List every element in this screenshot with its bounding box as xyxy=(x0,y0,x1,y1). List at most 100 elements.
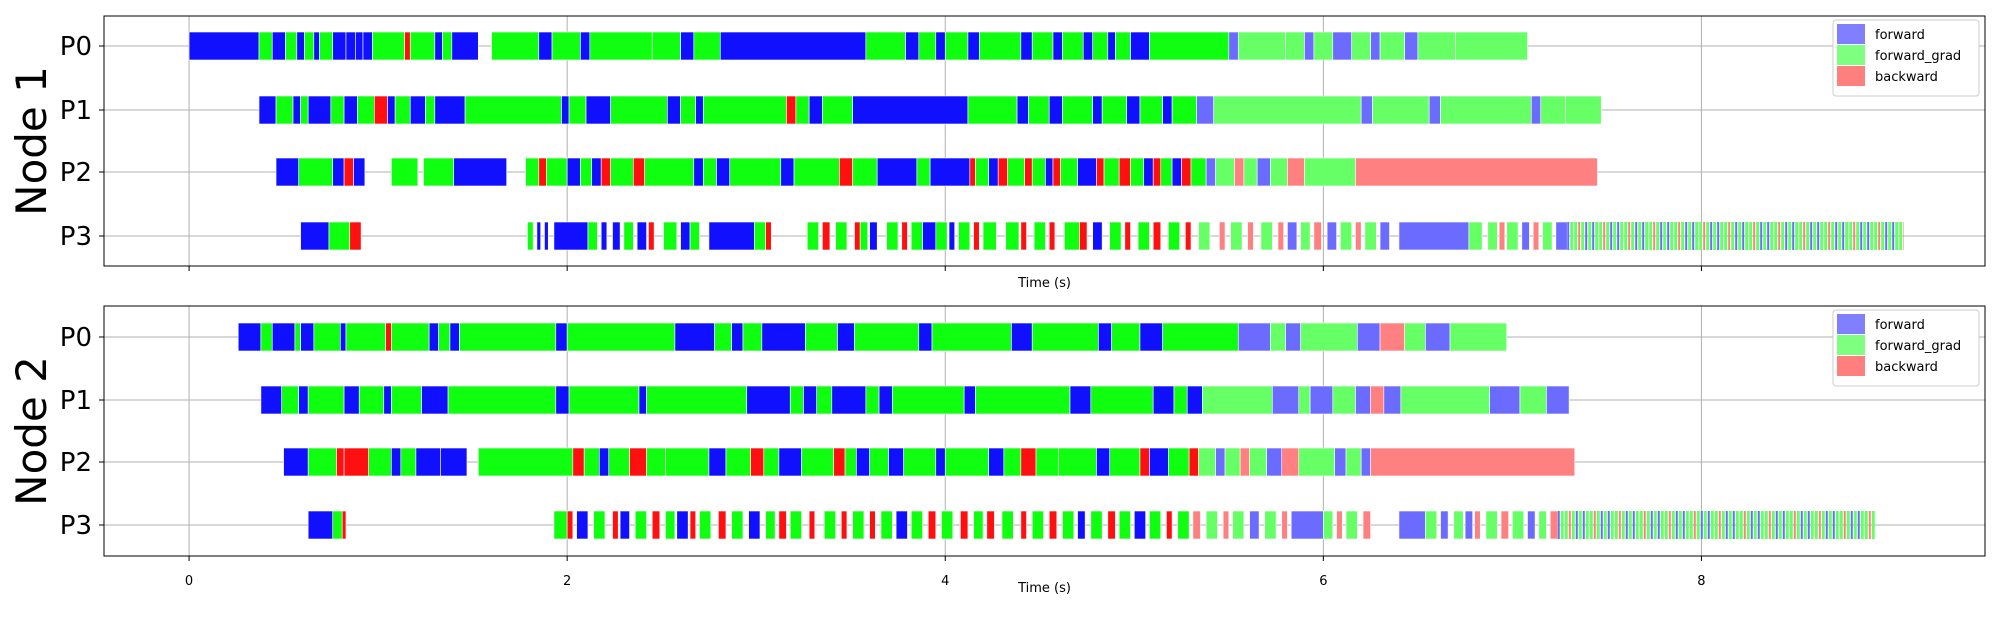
x-axis-title: Time (s) xyxy=(1017,276,1071,291)
task-bar-forward xyxy=(271,31,286,61)
task-bar-forward xyxy=(1355,385,1371,415)
task-bar-forward_grad xyxy=(1699,222,1703,250)
task-bar-forward_grad xyxy=(910,221,923,251)
task-bar-forward xyxy=(1360,447,1371,477)
task-bar-backward xyxy=(1803,222,1806,250)
legend-box xyxy=(1832,19,1980,97)
task-bar-forward_grad xyxy=(1664,511,1668,539)
task-bar-forward xyxy=(667,95,681,125)
task-bar-backward xyxy=(1853,222,1856,250)
task-bar-backward xyxy=(973,221,980,251)
task-bar-forward_grad xyxy=(1224,447,1241,477)
task-bar-forward xyxy=(716,157,731,187)
task-bar-forward_grad xyxy=(281,385,300,415)
task-bar-forward_grad xyxy=(1103,157,1120,187)
task-bar-backward xyxy=(1079,221,1088,251)
task-bar-forward_grad xyxy=(1674,222,1678,250)
task-bar-forward xyxy=(638,385,647,415)
task-bar-forward xyxy=(1096,447,1111,477)
task-bar-forward_grad xyxy=(1660,511,1664,539)
task-bar-forward xyxy=(1867,222,1870,250)
task-bar-forward xyxy=(598,447,610,477)
task-bar-forward xyxy=(343,95,358,125)
task-bar-forward_grad xyxy=(1596,511,1600,539)
task-bar-forward_grad xyxy=(903,447,937,477)
task-bar-forward_grad xyxy=(714,322,732,352)
task-bar-forward xyxy=(780,157,795,187)
legend: forward forward_grad backward xyxy=(1832,309,1980,387)
task-bar-backward xyxy=(1768,511,1771,539)
task-bar-forward_grad xyxy=(1060,157,1078,187)
y-tick-label: P1 xyxy=(60,96,92,126)
task-bar-forward_grad xyxy=(1031,31,1054,61)
task-bar-backward xyxy=(1152,157,1162,187)
task-bar-backward xyxy=(1618,511,1621,539)
task-bar-forward_grad xyxy=(1109,447,1141,477)
task-bar-forward_grad xyxy=(391,385,422,415)
task-bar-forward_grad xyxy=(1270,157,1288,187)
task-bar-backward xyxy=(1362,510,1371,540)
task-bar-forward_grad xyxy=(1425,510,1438,540)
task-bar-forward xyxy=(440,447,468,477)
task-bar-forward xyxy=(555,322,568,352)
y-tick-label: P3 xyxy=(60,511,92,541)
task-bar-forward_grad xyxy=(1578,511,1582,539)
task-bar-forward_grad xyxy=(553,510,568,540)
task-bar-forward_grad xyxy=(865,31,906,61)
task-bar-forward_grad xyxy=(1372,95,1430,125)
task-bar-forward_grad xyxy=(1213,95,1362,125)
y-tick-label: P2 xyxy=(60,158,92,188)
task-bar-forward_grad xyxy=(816,385,833,415)
task-bar-forward_grad xyxy=(1803,511,1807,539)
task-bar-forward_grad xyxy=(368,447,392,477)
task-bar-forward xyxy=(708,221,755,251)
task-bar-backward xyxy=(1355,157,1598,187)
plot-frame xyxy=(103,305,1986,557)
task-bar-forward_grad xyxy=(1364,221,1377,251)
task-bar-forward_grad xyxy=(258,31,273,61)
task-bar-forward_grad xyxy=(1379,31,1405,61)
task-bar-forward_grad xyxy=(275,95,294,125)
task-bar-forward_grad xyxy=(464,95,562,125)
x-tick-label: 2 xyxy=(563,574,571,589)
task-bar-forward xyxy=(1237,322,1271,352)
task-bar-forward_grad xyxy=(1149,31,1230,61)
task-bar-forward xyxy=(856,447,870,477)
task-bar-forward xyxy=(1383,385,1402,415)
task-bar-forward xyxy=(553,221,589,251)
task-bar-forward_grad xyxy=(1062,510,1075,540)
task-bar-forward xyxy=(1530,95,1542,125)
task-bar-forward_grad xyxy=(1603,511,1607,539)
task-bar-forward_grad xyxy=(644,157,695,187)
task-bar-forward_grad xyxy=(568,385,640,415)
task-bar-forward_grad xyxy=(1115,31,1131,61)
task-bar-forward_grad xyxy=(580,157,593,187)
x-tick-label: 0 xyxy=(185,574,193,589)
task-bar-forward xyxy=(1775,511,1778,539)
task-bar-forward_grad xyxy=(1285,31,1305,61)
task-bar-forward xyxy=(963,385,976,415)
task-bar-forward_grad xyxy=(1351,31,1371,61)
task-bar-forward_grad xyxy=(918,31,937,61)
task-bar-forward_grad xyxy=(1345,510,1358,540)
task-bar-forward_grad xyxy=(665,447,710,477)
task-bar-forward_grad xyxy=(1058,447,1097,477)
task-bar-forward xyxy=(746,385,791,415)
task-bar-forward xyxy=(1732,511,1735,539)
task-bar-forward_grad xyxy=(1663,222,1667,250)
task-bar-backward xyxy=(566,510,574,540)
task-bar-forward xyxy=(808,95,823,125)
task-bar-backward xyxy=(1474,510,1481,540)
task-bar-backward xyxy=(778,510,787,540)
task-bar-forward_grad xyxy=(1298,447,1335,477)
task-bar-forward_grad xyxy=(328,221,351,251)
task-bar-forward_grad xyxy=(587,221,598,251)
task-bar-forward_grad xyxy=(806,221,819,251)
task-bar-forward xyxy=(680,221,691,251)
task-bar-forward_grad xyxy=(1721,511,1725,539)
task-bar-backward xyxy=(765,221,772,251)
task-bar-forward_grad xyxy=(332,510,343,540)
task-bar-forward xyxy=(307,510,334,540)
task-bar-forward_grad xyxy=(1831,222,1835,250)
task-bar-forward xyxy=(561,95,570,125)
